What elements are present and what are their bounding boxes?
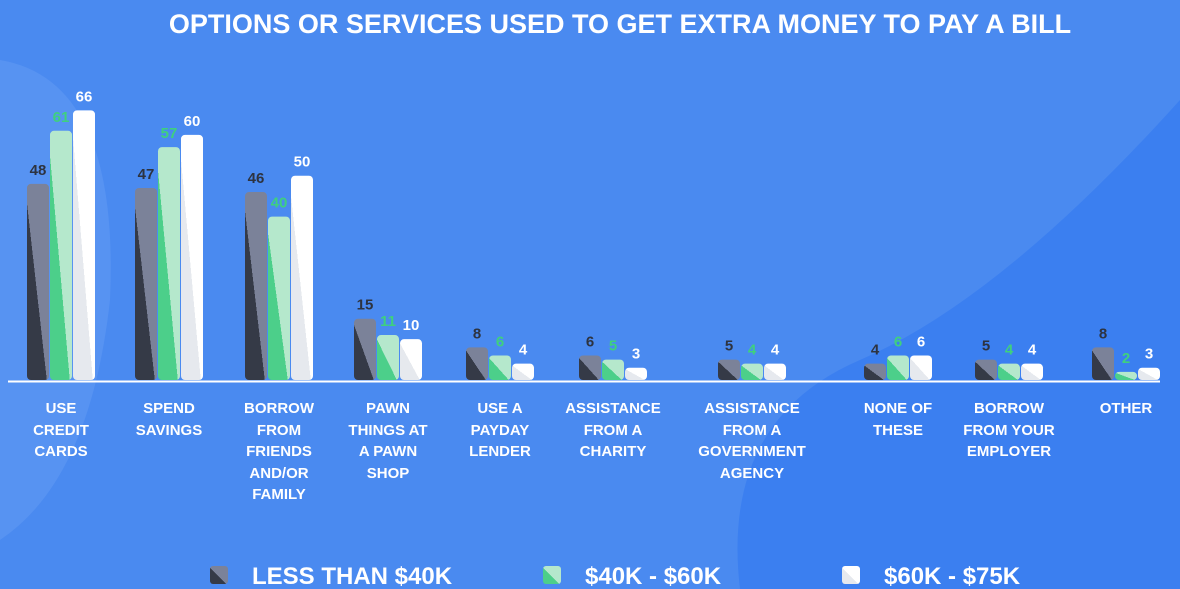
x-tick-label: PAWN THINGS AT A PAWN SHOP: [348, 400, 428, 482]
bar: [579, 355, 601, 380]
bar: [27, 183, 49, 380]
value-label: 2: [1122, 350, 1130, 367]
value-label: 11: [380, 313, 396, 330]
value-label: 4: [871, 342, 880, 359]
value-label: 4: [519, 342, 528, 359]
x-tick-label: ASSISTANCE FROM A CHARITY: [565, 400, 661, 460]
value-label: 3: [632, 346, 640, 363]
x-tick-label: OTHER: [1099, 400, 1153, 417]
legend-swatch: [842, 566, 860, 584]
value-label: 61: [53, 109, 70, 126]
value-label: 48: [30, 162, 47, 179]
chart-title: OPTIONS OR SERVICES USED TO GET EXTRA MO…: [169, 9, 1071, 39]
bar: [135, 187, 157, 380]
value-label: 6: [496, 333, 504, 350]
bar: [354, 318, 376, 380]
value-label: 3: [1145, 346, 1153, 363]
x-tick-label: BORROW FROM FRIENDS AND/OR FAMILY: [244, 400, 314, 503]
value-label: 8: [1099, 325, 1107, 342]
value-label: 66: [76, 88, 93, 105]
bar: [1092, 347, 1114, 380]
value-label: 50: [294, 154, 311, 171]
value-label: 46: [248, 170, 265, 187]
x-tick-label: USE CREDIT CARDS: [33, 400, 89, 460]
bar: [764, 363, 786, 380]
value-label: 47: [138, 166, 155, 183]
bar: [245, 192, 267, 380]
bar: [975, 359, 997, 380]
legend-label: $60K - $75K: [884, 563, 1021, 589]
bar: [50, 130, 72, 380]
bar: [466, 347, 488, 380]
value-label: 15: [357, 297, 374, 314]
bar: [998, 363, 1020, 380]
value-label: 6: [586, 333, 594, 350]
value-label: 6: [894, 333, 902, 350]
legend-label: LESS THAN $40K: [252, 563, 453, 589]
bar: [1138, 367, 1160, 380]
bar: [625, 367, 647, 380]
value-label: 40: [271, 195, 288, 212]
value-label: 5: [609, 338, 617, 355]
value-label: 60: [184, 113, 201, 130]
x-tick-label: SPEND SAVINGS: [135, 400, 203, 439]
value-label: 4: [1005, 342, 1014, 359]
bar: [910, 355, 932, 380]
bar: [158, 147, 180, 380]
bar: [1021, 363, 1043, 380]
x-tick-label: ASSISTANCE FROM A GOVERNMENT AGENCY: [698, 400, 806, 482]
bar: [489, 355, 511, 380]
bar: [887, 355, 909, 380]
legend-swatch: [210, 566, 228, 584]
x-tick-label: BORROW FROM YOUR EMPLOYER: [963, 400, 1055, 460]
value-label: 5: [982, 338, 990, 355]
value-label: 8: [473, 325, 481, 342]
x-tick-label: NONE OF THESE: [863, 400, 933, 439]
bar: [512, 363, 534, 380]
value-label: 5: [725, 338, 733, 355]
value-label: 10: [403, 317, 420, 334]
value-label: 4: [771, 342, 780, 359]
bar: [400, 339, 422, 380]
value-label: 6: [917, 333, 925, 350]
bar: [602, 359, 624, 380]
value-label: 4: [1028, 342, 1037, 359]
bar: [291, 175, 313, 380]
bg-shape: [737, 100, 1180, 589]
bar: [268, 216, 290, 380]
bar: [864, 363, 886, 380]
bar: [181, 134, 203, 380]
bar: [718, 359, 740, 380]
value-label: 4: [748, 342, 757, 359]
bar: [377, 335, 399, 380]
value-label: 57: [161, 125, 178, 142]
bar: [741, 363, 763, 380]
x-tick-label: USE A PAYDAY LENDER: [469, 400, 531, 460]
legend-label: $40K - $60K: [585, 563, 722, 589]
bar: [73, 110, 95, 380]
legend-swatch: [543, 566, 561, 584]
bar: [1115, 371, 1137, 380]
